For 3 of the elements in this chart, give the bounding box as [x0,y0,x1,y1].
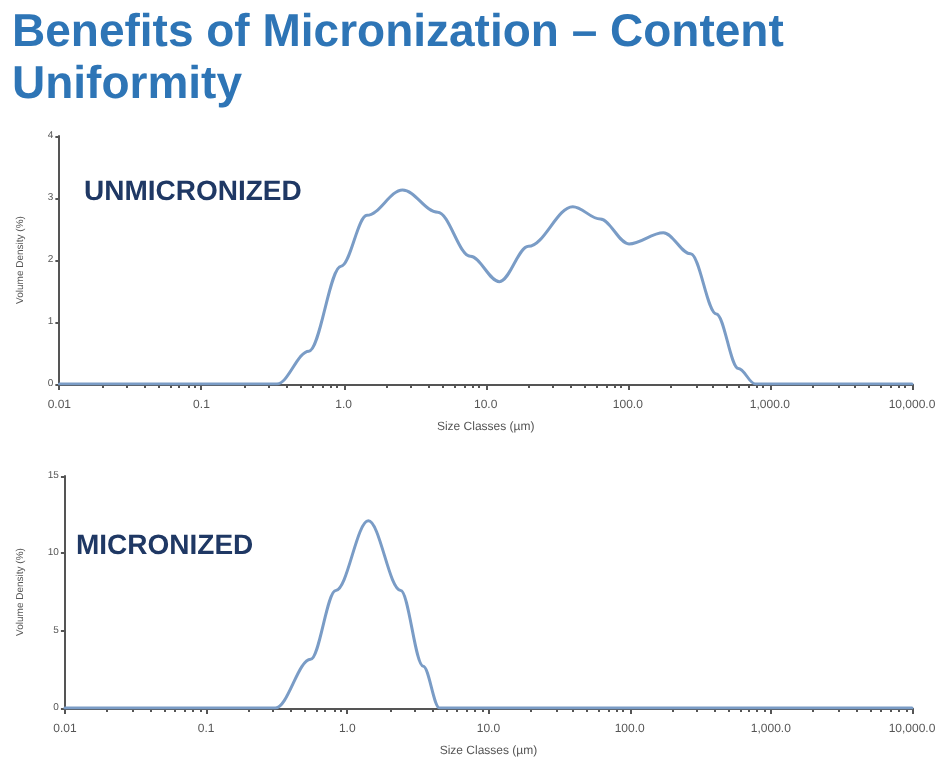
annotation: MICRONIZED [76,528,254,560]
annotation: UNMICRONIZED [84,174,302,206]
chart-title: Benefits of Micronization – Content Uniformity [12,4,786,108]
